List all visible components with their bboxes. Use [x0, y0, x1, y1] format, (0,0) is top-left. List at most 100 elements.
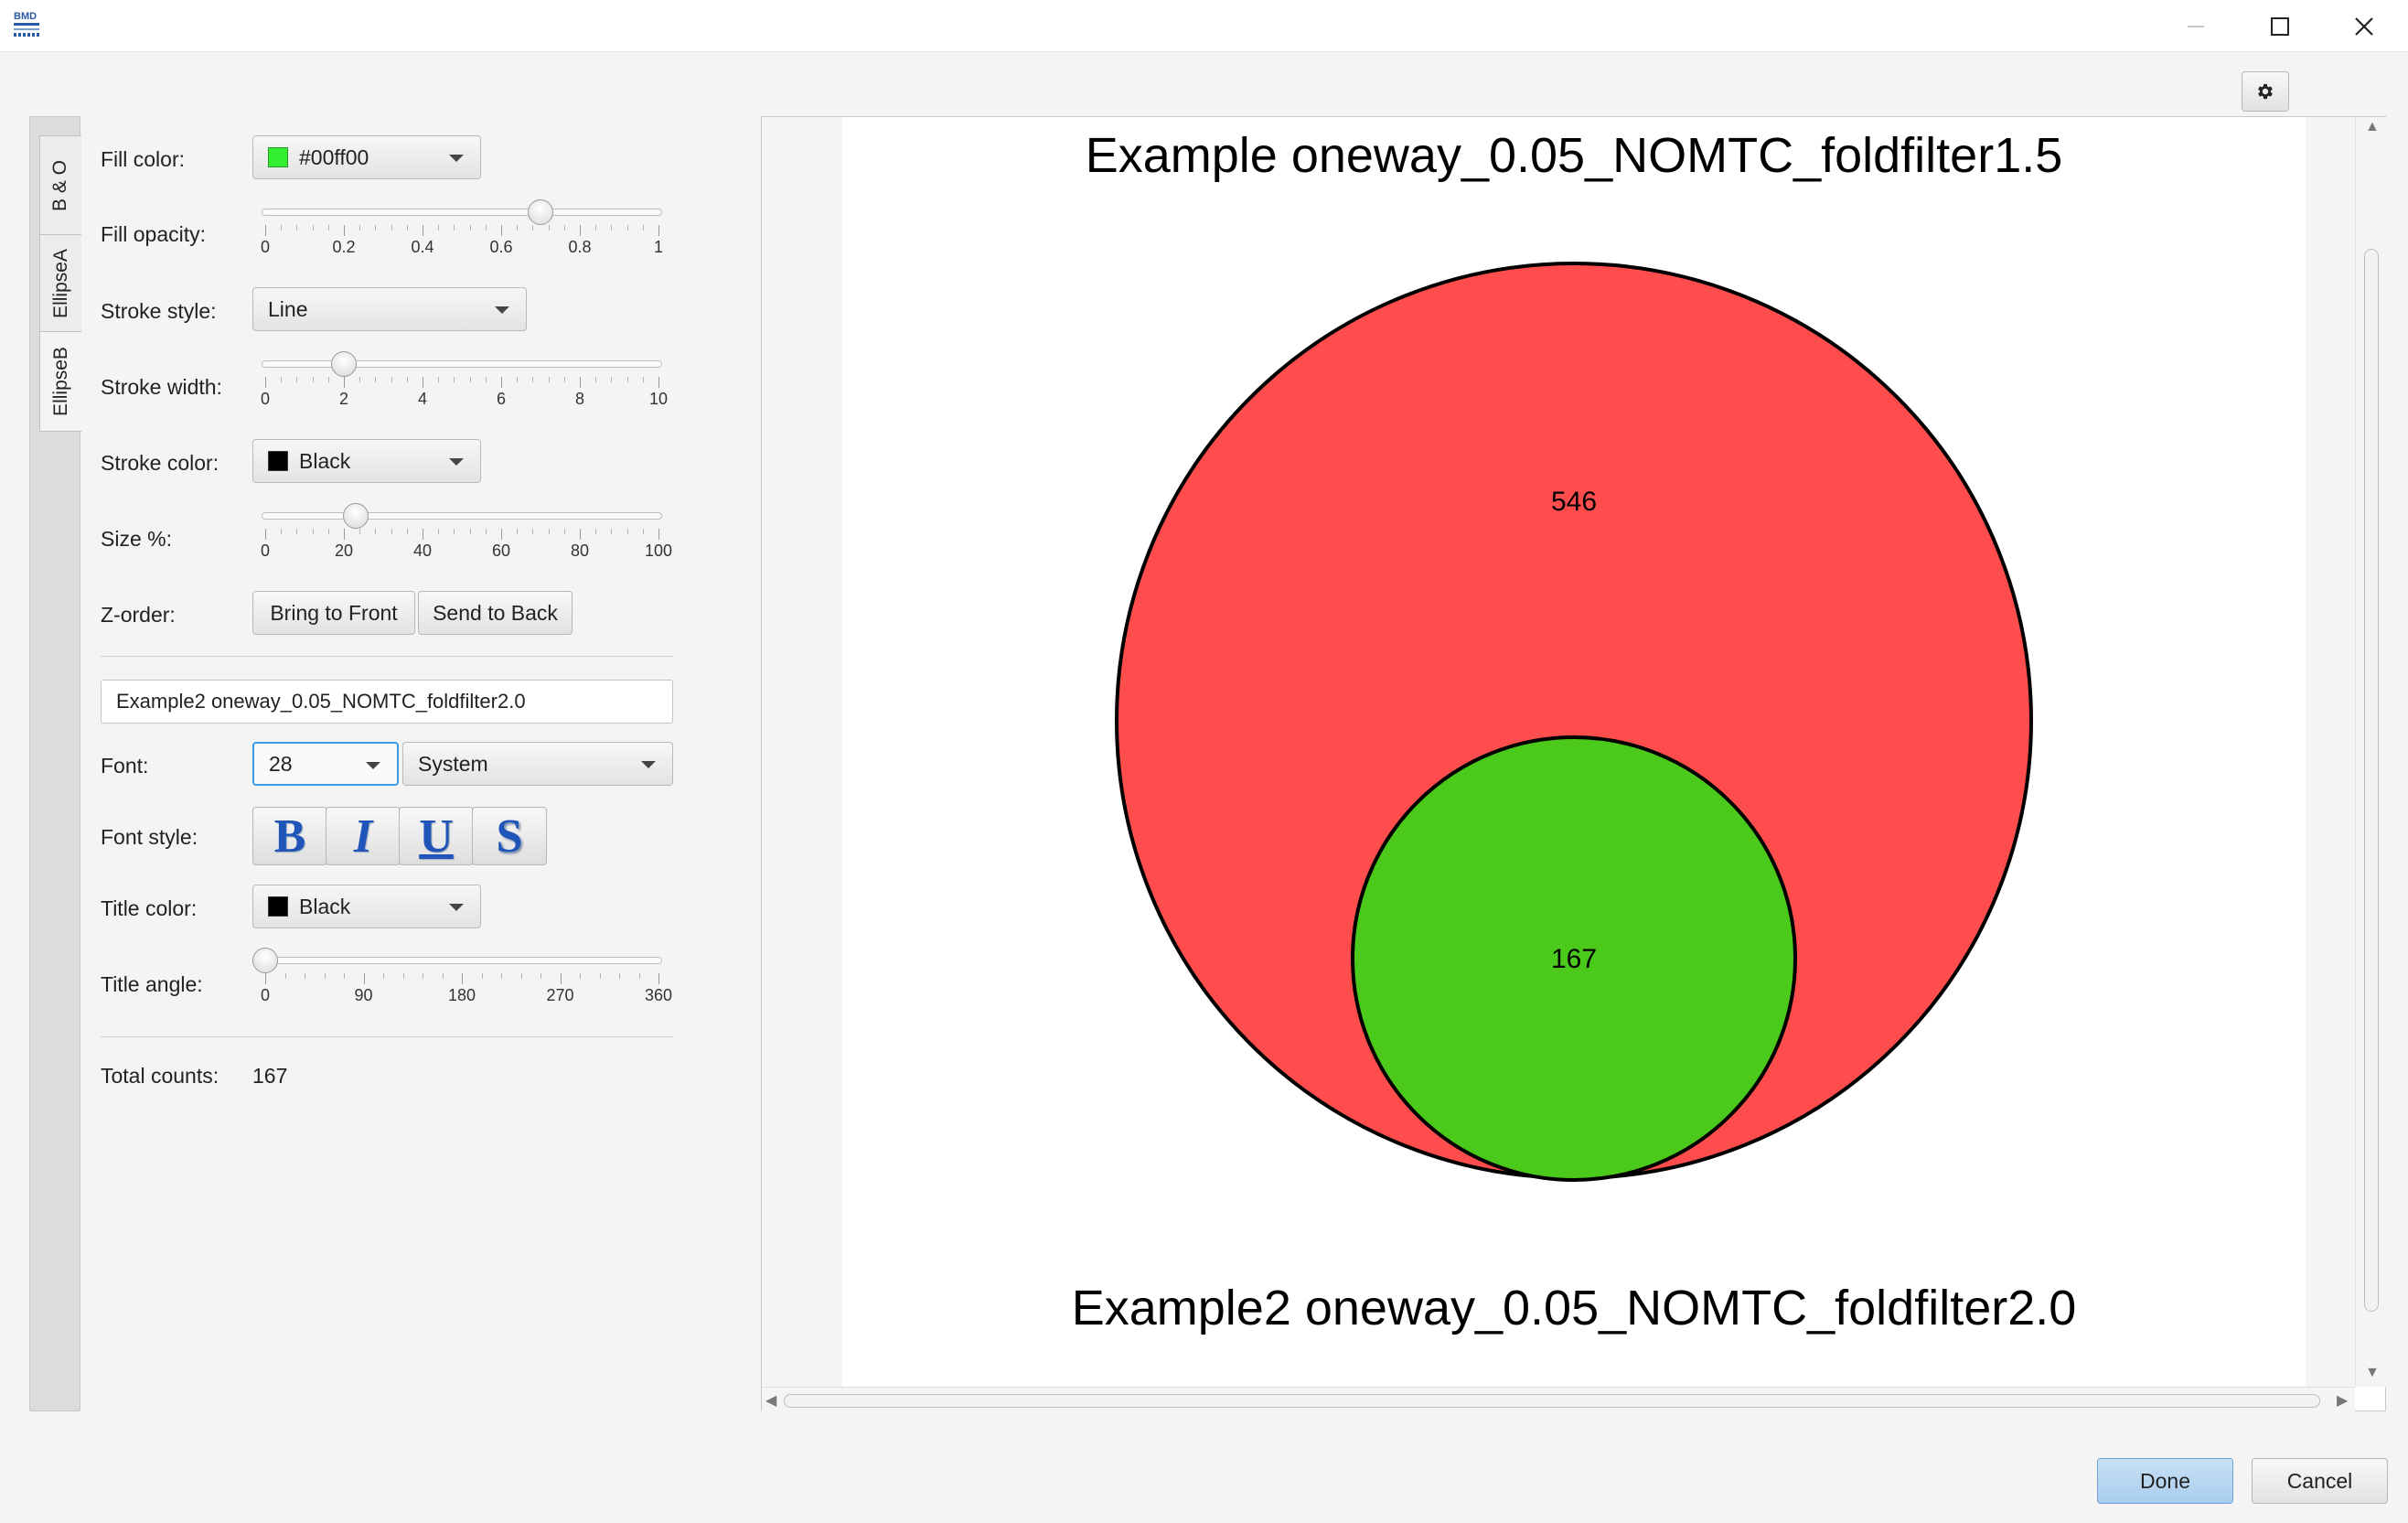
divider	[101, 656, 673, 657]
slider-minor-tick	[281, 377, 283, 382]
slider-thumb[interactable]	[528, 199, 553, 225]
stroke-color-picker[interactable]: Black	[252, 439, 481, 483]
slider-track[interactable]	[262, 209, 662, 216]
font-size-dropdown[interactable]: 28	[252, 742, 399, 786]
horizontal-scroll-thumb[interactable]	[784, 1394, 2320, 1408]
slider-tick	[658, 377, 659, 388]
slider-minor-tick	[532, 377, 534, 382]
slider-minor-tick	[327, 225, 329, 231]
slider-tick-label: 90	[354, 986, 373, 1004]
size-percent-slider[interactable]: 0 20 40 60 80 100	[261, 501, 672, 560]
title-color-picker[interactable]: Black	[252, 885, 481, 928]
close-button[interactable]	[2322, 0, 2406, 52]
slider-minor-tick	[327, 377, 329, 382]
slider-tick	[580, 225, 581, 236]
app-logo-text: BMD	[14, 11, 37, 22]
minimize-button[interactable]	[2154, 0, 2238, 52]
done-button[interactable]: Done	[2097, 1458, 2233, 1504]
slider-minor-tick	[485, 529, 487, 534]
font-family-dropdown[interactable]: System	[402, 742, 673, 786]
maximize-button[interactable]	[2238, 0, 2322, 52]
slider-tick-label: 0	[260, 390, 271, 408]
scroll-left-icon[interactable]: ◀	[765, 1393, 777, 1409]
slider-minor-tick	[284, 973, 286, 979]
venn-preview-panel: Example oneway_0.05_NOMTC_foldfilter1.5 …	[761, 116, 2387, 1412]
slider-minor-tick	[520, 973, 522, 979]
slider-minor-tick	[626, 377, 628, 382]
scroll-right-icon[interactable]: ▶	[2337, 1393, 2349, 1409]
slider-minor-tick	[595, 377, 597, 382]
slider-tick	[501, 377, 502, 388]
slider-tick-label: 4	[417, 390, 428, 408]
slider-tick-label: 8	[574, 390, 585, 408]
settings-button[interactable]	[2242, 71, 2289, 112]
scroll-up-icon[interactable]: ▲	[2365, 119, 2380, 134]
title-bar: BMD	[0, 0, 2408, 52]
send-to-back-button[interactable]: Send to Back	[418, 591, 573, 635]
slider-thumb[interactable]	[342, 503, 369, 529]
title-angle-slider[interactable]: 0 90 180 270 360	[252, 946, 672, 1004]
fill-color-picker[interactable]: #00ff00	[252, 135, 481, 179]
slider-tick-label: 0.4	[411, 238, 434, 256]
title-text-input[interactable]: Example2 oneway_0.05_NOMTC_foldfilter2.0	[101, 680, 673, 724]
vertical-scrollbar[interactable]: ▲ ▼	[2355, 117, 2387, 1387]
total-counts-label: Total counts:	[101, 1064, 219, 1088]
slider-track[interactable]	[262, 512, 662, 520]
shadow-button[interactable]: S	[472, 807, 547, 865]
slider-tick-label: 2	[338, 390, 349, 408]
slider-minor-tick	[438, 529, 440, 534]
slider-minor-tick	[406, 529, 408, 534]
ellipse-b[interactable]	[1351, 735, 1797, 1182]
slider-tick-label: 10	[648, 390, 669, 408]
slider-thumb[interactable]	[252, 948, 278, 973]
slider-minor-tick	[312, 529, 314, 534]
slider-tick	[265, 529, 266, 540]
slider-minor-tick	[642, 377, 644, 382]
stroke-width-slider[interactable]: 0 2 4 6 8 10	[261, 349, 668, 408]
fill-opacity-slider[interactable]: 0 0.2 0.4 0.6 0.8 1	[261, 198, 663, 256]
slider-minor-tick	[599, 973, 601, 979]
slider-minor-tick	[595, 225, 597, 231]
venn-title-bottom: Example2 oneway_0.05_NOMTC_foldfilter2.0	[1072, 1281, 2077, 1335]
horizontal-scrollbar[interactable]: ◀ ▶	[762, 1387, 2355, 1412]
font-style-label: Font style:	[101, 825, 198, 849]
slider-minor-tick	[344, 973, 345, 979]
slider-thumb[interactable]	[331, 351, 357, 377]
slider-minor-tick	[626, 529, 628, 534]
stroke-width-label: Stroke width:	[101, 375, 222, 399]
slider-tick	[658, 529, 659, 540]
slider-minor-tick	[595, 529, 597, 534]
vertical-scroll-thumb[interactable]	[2364, 249, 2379, 1312]
slider-minor-tick	[391, 529, 392, 534]
slider-minor-tick	[312, 377, 314, 382]
slider-minor-tick	[611, 225, 613, 231]
chevron-down-icon	[366, 762, 380, 769]
slider-minor-tick	[402, 973, 404, 979]
font-size-value: 28	[269, 751, 293, 776]
slider-minor-tick	[375, 225, 377, 231]
slider-minor-tick	[327, 529, 329, 534]
bold-button[interactable]: B	[252, 807, 327, 865]
stroke-color-swatch	[268, 451, 288, 471]
scroll-down-icon[interactable]: ▼	[2365, 1365, 2380, 1380]
stroke-color-value: Black	[299, 448, 351, 473]
tab-ellipse-b[interactable]: EllipseB	[39, 331, 81, 432]
slider-tick	[265, 225, 266, 236]
cancel-button[interactable]: Cancel	[2252, 1458, 2388, 1504]
slider-tick	[580, 377, 581, 388]
bring-to-front-button[interactable]: Bring to Front	[252, 591, 415, 635]
tab-ellipse-a[interactable]: EllipseA	[39, 234, 81, 333]
slider-minor-tick	[438, 377, 440, 382]
slider-tick	[560, 973, 562, 984]
slider-track[interactable]	[262, 360, 662, 368]
italic-button[interactable]: I	[326, 807, 401, 865]
slider-tick-label: 0.2	[332, 238, 356, 256]
slider-minor-tick	[383, 973, 384, 979]
stroke-style-dropdown[interactable]: Line	[252, 287, 527, 331]
slider-minor-tick	[540, 973, 541, 979]
slider-minor-tick	[638, 973, 640, 979]
tab-b-and-o[interactable]: B & O	[39, 135, 81, 236]
slider-track[interactable]	[262, 957, 662, 964]
slider-tick-label: 40	[412, 542, 433, 560]
underline-button[interactable]: U	[399, 807, 474, 865]
